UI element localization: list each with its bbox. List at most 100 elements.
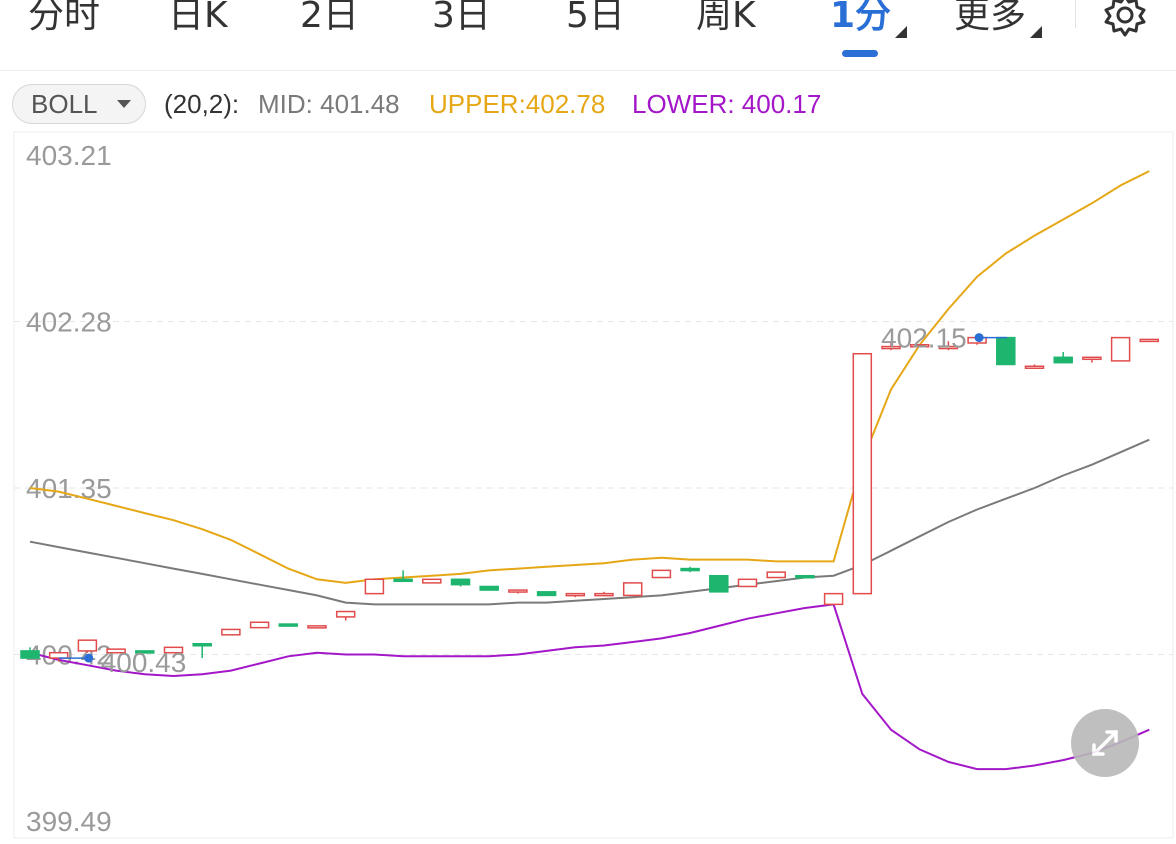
candle xyxy=(622,582,643,597)
candle-body xyxy=(48,651,69,659)
candle-body xyxy=(823,592,844,606)
candle-body xyxy=(335,610,356,618)
candle xyxy=(536,591,557,597)
candle xyxy=(422,578,442,584)
candle xyxy=(766,571,786,579)
candle-body xyxy=(938,345,959,350)
candle-body xyxy=(852,352,873,595)
candle xyxy=(709,574,729,593)
boll-mid-line xyxy=(29,438,1150,606)
candle xyxy=(680,566,700,573)
high-marker-dot xyxy=(974,333,984,343)
candle xyxy=(938,341,959,351)
lower-value: LOWER: 400.17 xyxy=(632,89,822,119)
candle xyxy=(135,650,155,654)
indicator-bar: BOLL (20,2): MID: 401.48 UPPER:402.78 LO… xyxy=(12,84,1172,124)
y-tick-label: 402.28 xyxy=(26,307,112,338)
candle-body xyxy=(909,344,930,348)
candle xyxy=(479,585,499,591)
candle-body xyxy=(20,650,40,659)
candle-body xyxy=(766,571,786,579)
candle xyxy=(1139,338,1160,343)
chart-frame xyxy=(13,131,1174,839)
candle xyxy=(1024,364,1045,370)
y-tick-label: 399.49 xyxy=(26,806,112,837)
candle xyxy=(278,623,299,627)
candle xyxy=(996,336,1016,366)
candle xyxy=(651,569,672,579)
active-tab-underline xyxy=(842,50,878,57)
candle xyxy=(77,639,98,653)
candle-body xyxy=(594,592,614,597)
low-marker-dot xyxy=(84,653,94,663)
candle xyxy=(881,341,901,351)
candle xyxy=(106,648,126,654)
candle-body xyxy=(422,578,442,584)
tab-5-day[interactable]: 5日 xyxy=(566,0,625,36)
mid-value: MID: 401.48 xyxy=(258,89,400,119)
tab-3-day[interactable]: 3日 xyxy=(432,0,491,36)
candle-body xyxy=(450,578,471,586)
tab-daily-k[interactable]: 日K xyxy=(168,0,228,36)
candle-body xyxy=(192,643,212,647)
candle-body xyxy=(795,574,815,579)
candle xyxy=(163,646,184,654)
candle-body xyxy=(737,578,758,588)
candle-body xyxy=(1082,356,1102,361)
gear-icon[interactable] xyxy=(1102,0,1148,38)
candle-body xyxy=(1053,356,1073,364)
divider xyxy=(1075,0,1076,28)
high-price-label: 402.15 xyxy=(881,323,967,354)
candle xyxy=(737,578,758,588)
candle-body xyxy=(221,628,241,636)
grid-lines xyxy=(14,321,1173,655)
candle xyxy=(1053,351,1073,364)
candle-body xyxy=(651,569,672,579)
price-annotations: 400.43 402.15 xyxy=(58,323,1008,678)
candle xyxy=(1110,336,1131,362)
tab-more[interactable]: 更多 xyxy=(954,0,1043,38)
candle-body xyxy=(479,585,499,591)
candle xyxy=(307,625,327,629)
candle xyxy=(852,352,873,595)
candle xyxy=(594,591,614,597)
candle-body xyxy=(278,623,299,627)
candle xyxy=(20,647,40,659)
candle-body xyxy=(77,639,98,652)
candle xyxy=(192,643,212,659)
candle-body xyxy=(1024,365,1045,370)
tab-weekly-k[interactable]: 周K xyxy=(696,0,756,36)
candle-body xyxy=(622,582,643,597)
candle xyxy=(508,589,528,594)
candle xyxy=(909,344,930,348)
candle-body xyxy=(364,578,385,595)
candle-body xyxy=(680,567,700,572)
candle-body xyxy=(881,345,901,350)
candle-body xyxy=(249,621,270,629)
candle-body xyxy=(135,650,155,654)
tab-1-minute-label: 1分 xyxy=(830,0,892,36)
candle-body xyxy=(709,574,729,593)
candle-body xyxy=(536,591,557,597)
candle xyxy=(221,628,241,636)
candle xyxy=(249,621,270,629)
boll-upper-line xyxy=(29,170,1150,584)
indicator-params: (20,2): xyxy=(164,89,240,119)
candle-body xyxy=(163,646,184,654)
candle xyxy=(823,592,844,606)
indicator-select[interactable]: BOLL xyxy=(12,84,146,124)
candle xyxy=(565,592,586,598)
tab-2-day[interactable]: 2日 xyxy=(300,0,359,36)
chevron-down-icon xyxy=(117,100,131,108)
tab-more-label: 更多 xyxy=(954,0,1027,36)
low-price-label: 400.43 xyxy=(101,647,187,678)
tab-intraday[interactable]: 分时 xyxy=(28,0,101,36)
tab-1-minute[interactable]: 1分 xyxy=(830,0,908,38)
candle xyxy=(1082,356,1102,363)
candle-body xyxy=(307,625,327,629)
upper-value: UPPER:402.78 xyxy=(429,89,606,119)
candle-body xyxy=(565,592,586,597)
y-tick-label: 403.21 xyxy=(26,140,112,171)
fullscreen-button[interactable] xyxy=(1071,709,1139,777)
